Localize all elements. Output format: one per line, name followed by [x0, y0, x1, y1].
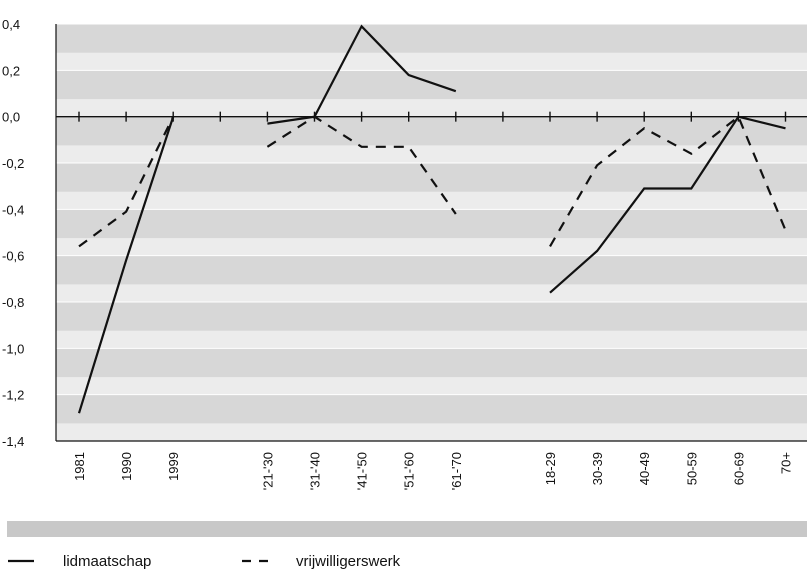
x-tick-label: '21-'30: [260, 452, 275, 490]
legend-label-vrijwilligerswerk: vrijwilligerswerk: [296, 553, 401, 570]
y-tick-label: -0,8: [2, 295, 24, 310]
footer-separator-bar: [7, 521, 807, 537]
y-tick-label: -0,4: [2, 202, 24, 217]
y-axis-tick-labels: 0,4 0,2 0,0 -0,2 -0,4 -0,6 -0,8 -1,0 -1,2 -1,4: [2, 17, 24, 449]
plot-band-shade: [56, 163, 807, 192]
plot-band-shade: [56, 255, 807, 285]
plot-band-shade: [56, 302, 807, 331]
series-lines: [77, 24, 787, 414]
plot-band-shade: [56, 348, 807, 378]
x-tick-label: 70+: [779, 452, 794, 474]
legend-label-lidmaatschap: lidmaatschap: [63, 553, 151, 570]
y-tick-label: -1,0: [2, 341, 24, 356]
x-tick-label: 60-69: [731, 452, 746, 485]
x-tick-label: 1990: [119, 452, 134, 481]
y-tick-label: -0,2: [2, 156, 24, 171]
x-axis-tick-labels: 1981 1990 1999 '21-'30 '31-'40 '41-'50 '51-'60…: [72, 452, 794, 490]
y-tick-label: -1,4: [2, 434, 24, 449]
y-tick-label: 0,4: [2, 17, 20, 32]
y-tick-label: -0,6: [2, 249, 24, 264]
plot-band-shade: [56, 394, 807, 424]
x-tick-label: 1981: [72, 452, 87, 481]
y-tick-label: 0,2: [2, 63, 20, 78]
legend: lidmaatschap vrijwilligerswerk: [8, 553, 401, 570]
plot-background: [55, 23, 807, 442]
series-line-lidmaatschap: [549, 115, 786, 294]
y-tick-label: -1,2: [2, 388, 24, 403]
series-line-vrijwilligerswerk: [549, 114, 787, 247]
x-tick-label: 18-29: [543, 452, 558, 485]
x-tick-label: '61-'70: [449, 452, 464, 490]
plot-band-shade: [56, 70, 807, 100]
x-tick-label: 1999: [166, 452, 181, 481]
x-tick-label: '31-'40: [308, 452, 323, 490]
y-tick-label: 0,0: [2, 110, 20, 125]
plot-band-shade: [56, 209, 807, 239]
x-tick-label: 50-59: [684, 452, 699, 485]
x-tick-label: 30-39: [590, 452, 605, 485]
x-tick-label: '41-'50: [355, 452, 370, 490]
x-tick-label: '51-'60: [402, 452, 417, 490]
plot-band-shade: [56, 116, 807, 146]
plot-band-shade: [56, 24, 807, 53]
x-tick-label: 40-49: [637, 452, 652, 485]
